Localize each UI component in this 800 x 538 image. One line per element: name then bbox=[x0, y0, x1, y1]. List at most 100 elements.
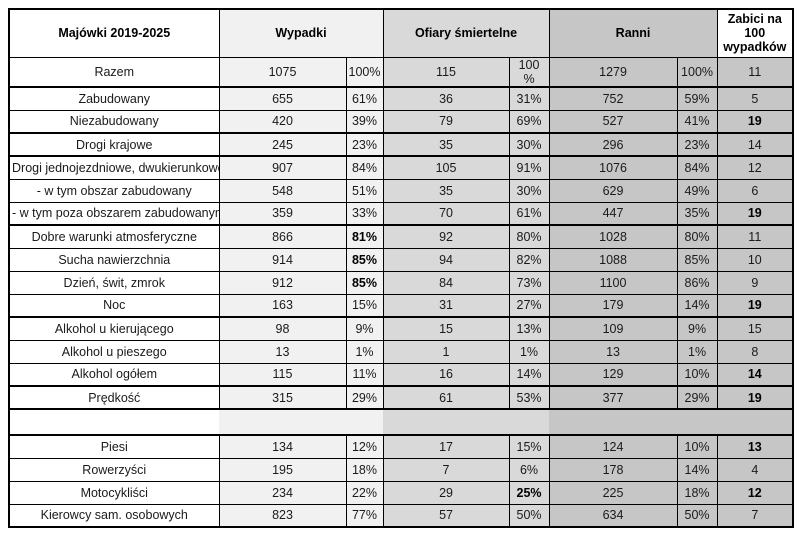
table-row: Niezabudowany 420 39% 79 69% 527 41% 19 bbox=[8, 109, 794, 135]
table-cell: 9 bbox=[716, 270, 794, 295]
table-cell: 1% bbox=[676, 339, 718, 364]
table-cell: 12 bbox=[716, 480, 794, 505]
table-cell: 359 bbox=[218, 201, 347, 227]
table-cell: 29 bbox=[382, 480, 510, 505]
table-cell: 420 bbox=[218, 109, 347, 135]
table-row: Zabudowany 655 61% 36 31% 752 59% 5 bbox=[8, 86, 794, 111]
table-cell: 14 bbox=[716, 132, 794, 158]
table-row: Drogi jednojezdniowe, dwukierunkowe 907 84… bbox=[8, 155, 794, 180]
table-cell: 35% bbox=[676, 201, 718, 227]
table-cell: 98 bbox=[218, 316, 347, 341]
table-cell: 59% bbox=[676, 86, 718, 111]
table-cell: 25% bbox=[508, 480, 550, 505]
table-cell: 30% bbox=[508, 132, 550, 158]
row-label: Sucha nawierzchnia bbox=[8, 247, 220, 272]
row-label: Rowerzyści bbox=[8, 457, 220, 482]
column-header-majowki-2019-2025: Majówki 2019-2025 bbox=[8, 8, 220, 58]
table-cell: 81% bbox=[345, 224, 384, 249]
table-cell: 1028 bbox=[548, 224, 678, 249]
table-cell: 29% bbox=[676, 385, 718, 411]
table-cell: 35 bbox=[382, 178, 510, 203]
row-label: Alkohol ogółem bbox=[8, 362, 220, 388]
table-cell: 225 bbox=[548, 480, 678, 505]
table-cell: 195 bbox=[218, 457, 347, 482]
table-cell: 11% bbox=[345, 362, 384, 388]
table-row: Dzień, świt, zmrok 912 85% 84 73% 1100 86% 9 bbox=[8, 270, 794, 295]
row-label: Alkohol u kierującego bbox=[8, 316, 220, 341]
row-label: Niezabudowany bbox=[8, 109, 220, 135]
table-cell: 79 bbox=[382, 109, 510, 135]
table-cell: 69% bbox=[508, 109, 550, 135]
table-cell: 41% bbox=[676, 109, 718, 135]
table-cell: 7 bbox=[716, 503, 794, 528]
table-cell: 1100 bbox=[548, 270, 678, 295]
row-label: Razem bbox=[8, 56, 220, 89]
table-cell: 91% bbox=[508, 155, 550, 180]
table-cell: 36 bbox=[382, 86, 510, 111]
table-cell: 823 bbox=[218, 503, 347, 528]
table-cell: 115 bbox=[382, 56, 510, 89]
table-cell: 51% bbox=[345, 178, 384, 203]
table-cell: 30% bbox=[508, 178, 550, 203]
table-cell: 634 bbox=[548, 503, 678, 528]
table-cell: 100% bbox=[345, 56, 384, 89]
table-cell: 179 bbox=[548, 293, 678, 319]
table-row: Alkohol u pieszego 13 1% 1 1% 13 1% 8 bbox=[8, 339, 794, 364]
table-row: Razem 1075 100% 115 100 % 1279 100% 11 bbox=[8, 56, 794, 89]
row-label: Alkohol u pieszego bbox=[8, 339, 220, 364]
separator-wypadki-band bbox=[218, 408, 384, 437]
separator-row bbox=[8, 408, 794, 437]
table-row: Alkohol u kierującego 98 9% 15 13% 109 9% 15 bbox=[8, 316, 794, 341]
separator-ranni-zabici-band bbox=[548, 408, 794, 437]
row-label: - w tym obszar zabudowany bbox=[8, 178, 220, 203]
table-cell: 178 bbox=[548, 457, 678, 482]
table-cell: 61% bbox=[345, 86, 384, 111]
table-cell: 1279 bbox=[548, 56, 678, 89]
table-cell: 15% bbox=[508, 434, 550, 459]
table-cell: 16 bbox=[382, 362, 510, 388]
table-cell: 23% bbox=[676, 132, 718, 158]
table-row: Prędkość 315 29% 61 53% 377 29% 19 bbox=[8, 385, 794, 411]
table-cell: 234 bbox=[218, 480, 347, 505]
table-row: Rowerzyści 195 18% 7 6% 178 14% 4 bbox=[8, 457, 794, 482]
table-cell: 61 bbox=[382, 385, 510, 411]
table-row: Dobre warunki atmosferyczne 866 81% 92 80% 10… bbox=[8, 224, 794, 249]
table-cell: 1088 bbox=[548, 247, 678, 272]
table-row: Kierowcy sam. osobowych 823 77% 57 50% 634 50%… bbox=[8, 503, 794, 528]
table-cell: 19 bbox=[716, 201, 794, 227]
table-cell: 22% bbox=[345, 480, 384, 505]
table-cell: 100% bbox=[676, 56, 718, 89]
table-row: Sucha nawierzchnia 914 85% 94 82% 1088 85% 10 bbox=[8, 247, 794, 272]
table-cell: 447 bbox=[548, 201, 678, 227]
column-header-wypadki: Wypadki bbox=[218, 8, 384, 58]
row-label: Piesi bbox=[8, 434, 220, 459]
row-label: Motocykliści bbox=[8, 480, 220, 505]
row-label: Drogi krajowe bbox=[8, 132, 220, 158]
table-cell: 11 bbox=[716, 224, 794, 249]
row-label: - w tym poza obszarem zabudowanym bbox=[8, 201, 220, 227]
table-cell: 315 bbox=[218, 385, 347, 411]
column-header-ofiary-smiertelne: Ofiary śmiertelne bbox=[382, 8, 550, 58]
table-cell: 1 bbox=[382, 339, 510, 364]
table-cell: 39% bbox=[345, 109, 384, 135]
table-cell: 13 bbox=[218, 339, 347, 364]
table-cell: 12 bbox=[716, 155, 794, 180]
row-label: Noc bbox=[8, 293, 220, 319]
table-cell: 124 bbox=[548, 434, 678, 459]
separator-ofiary-band bbox=[382, 408, 550, 437]
table-cell: 8 bbox=[716, 339, 794, 364]
table-cell: 14% bbox=[508, 362, 550, 388]
table-cell: 50% bbox=[676, 503, 718, 528]
table-cell: 134 bbox=[218, 434, 347, 459]
table-cell: 85% bbox=[345, 270, 384, 295]
table-cell: 50% bbox=[508, 503, 550, 528]
table-cell: 105 bbox=[382, 155, 510, 180]
table-cell: 866 bbox=[218, 224, 347, 249]
table-cell: 94 bbox=[382, 247, 510, 272]
table-cell: 19 bbox=[716, 385, 794, 411]
table-cell: 86% bbox=[676, 270, 718, 295]
table-cell: 80% bbox=[676, 224, 718, 249]
table-cell: 17 bbox=[382, 434, 510, 459]
table-cell: 57 bbox=[382, 503, 510, 528]
table-cell: 27% bbox=[508, 293, 550, 319]
